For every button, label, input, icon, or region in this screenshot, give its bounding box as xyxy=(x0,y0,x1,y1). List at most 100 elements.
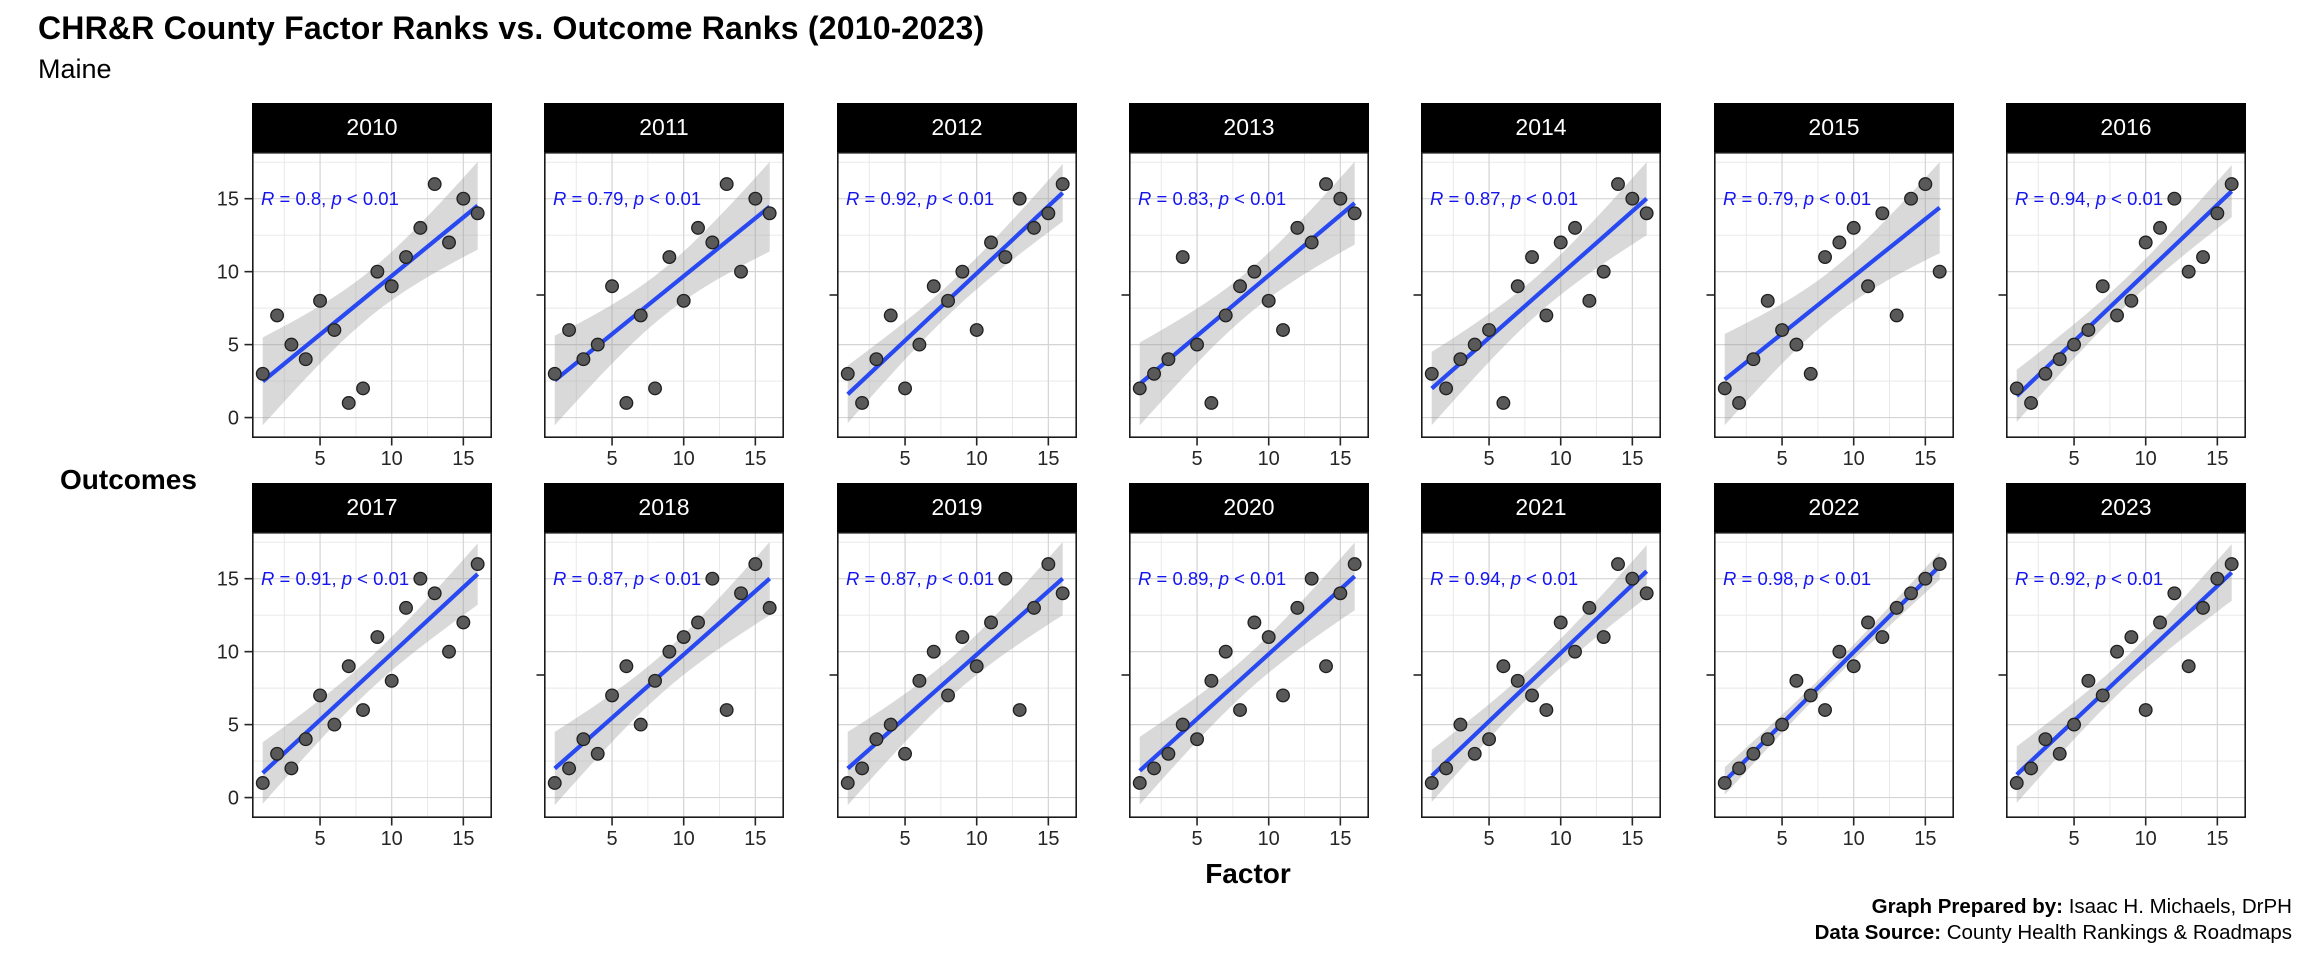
grid-lines xyxy=(1421,152,1661,438)
facet-plot: R = 0.87, p < 0.01 5 10 15 xyxy=(829,532,1077,850)
grid-lines xyxy=(1421,532,1661,818)
svg-text:15: 15 xyxy=(452,828,474,850)
grid-lines xyxy=(1129,152,1369,438)
regression-line xyxy=(1430,197,1649,391)
regression-line xyxy=(1138,574,1357,773)
regression-line xyxy=(1138,201,1357,386)
svg-text:10: 10 xyxy=(381,448,403,470)
svg-text:5: 5 xyxy=(899,828,910,850)
grid-lines xyxy=(2006,152,2246,438)
svg-text:10: 10 xyxy=(217,642,239,664)
panel-border xyxy=(837,532,1077,818)
panel-border xyxy=(1421,532,1661,818)
data-points xyxy=(547,557,777,790)
data-points xyxy=(840,177,1070,410)
svg-text:10: 10 xyxy=(673,828,695,850)
svg-text:15: 15 xyxy=(1037,448,1059,470)
svg-text:5: 5 xyxy=(228,715,239,737)
svg-text:15: 15 xyxy=(744,448,766,470)
x-tick-labels: 5 10 15 xyxy=(2068,818,2228,850)
facet-panel-2015: 2015 R = 0.79, p < 0.01 5 10 15 xyxy=(1706,103,1954,474)
facet-panel-2021: 2021 R = 0.94, p < 0.01 5 10 15 xyxy=(1413,483,1661,854)
svg-text:10: 10 xyxy=(1550,828,1572,850)
x-tick-labels: 5 10 15 xyxy=(899,438,1059,470)
facet-year-label: 2016 xyxy=(2100,114,2152,140)
grid-lines xyxy=(1129,532,1369,818)
x-tick-labels: 5 10 15 xyxy=(2068,438,2228,470)
correlation-annotation: R = 0.89, p < 0.01 xyxy=(1138,568,1286,589)
data-points xyxy=(1424,557,1654,790)
facet-plot: R = 0.83, p < 0.01 5 10 15 xyxy=(1121,152,1369,470)
svg-text:15: 15 xyxy=(217,569,239,591)
x-tick-labels: 5 10 15 xyxy=(1483,438,1643,470)
correlation-annotation: R = 0.79, p < 0.01 xyxy=(553,188,701,209)
facet-panel-2014: 2014 R = 0.87, p < 0.01 5 10 15 xyxy=(1413,103,1661,474)
facet-plot: R = 0.87, p < 0.01 5 10 15 xyxy=(1413,152,1661,470)
x-tick-labels: 5 10 15 xyxy=(1191,818,1351,850)
svg-text:5: 5 xyxy=(1191,828,1202,850)
facet-year-label: 2010 xyxy=(346,114,398,140)
facet-plot: R = 0.92, p < 0.01 5 10 15 xyxy=(1998,532,2246,850)
correlation-annotation: R = 0.79, p < 0.01 xyxy=(1723,188,1871,209)
panel-border xyxy=(252,532,492,818)
facet-strip: 2011 xyxy=(544,103,784,152)
y-tick-labels: 0 5 10 15 xyxy=(217,569,252,810)
facet-strip: 2015 xyxy=(1714,103,1954,152)
facet-year-label: 2020 xyxy=(1223,494,1275,520)
svg-text:10: 10 xyxy=(1258,448,1280,470)
data-points xyxy=(1717,177,1947,410)
x-tick-labels: 5 10 15 xyxy=(606,438,766,470)
data-points xyxy=(2009,177,2239,410)
facet-year-label: 2013 xyxy=(1223,114,1275,140)
facet-panel-2022: 2022 R = 0.98, p < 0.01 5 10 15 xyxy=(1706,483,1954,854)
footer-prepared-by: Graph Prepared by: Isaac H. Michaels, Dr… xyxy=(1871,895,2292,918)
page-title: CHR&R County Factor Ranks vs. Outcome Ra… xyxy=(38,10,985,46)
svg-text:5: 5 xyxy=(1776,828,1787,850)
data-points xyxy=(1132,177,1362,410)
facet-strip: 2022 xyxy=(1714,483,1954,532)
panel-border xyxy=(544,532,784,818)
facet-panel-2019: 2019 R = 0.87, p < 0.01 5 10 15 xyxy=(829,483,1077,854)
facet-panel-2016: 2016 R = 0.94, p < 0.01 5 10 15 xyxy=(1998,103,2246,474)
facet-panel-2018: 2018 R = 0.87, p < 0.01 5 10 15 xyxy=(536,483,784,854)
facet-strip: 2016 xyxy=(2006,103,2246,152)
svg-text:5: 5 xyxy=(1483,828,1494,850)
x-tick-labels: 5 10 15 xyxy=(314,818,474,850)
facet-year-label: 2018 xyxy=(638,494,690,520)
x-tick-labels: 5 10 15 xyxy=(1483,818,1643,850)
svg-text:0: 0 xyxy=(228,788,239,810)
facet-year-label: 2023 xyxy=(2100,494,2152,520)
x-tick-labels: 5 10 15 xyxy=(1776,818,1936,850)
regression-line xyxy=(1723,564,1942,783)
regression-line xyxy=(846,191,1065,396)
facet-strip: 2013 xyxy=(1129,103,1369,152)
regression-line xyxy=(2015,570,2234,777)
correlation-annotation: R = 0.83, p < 0.01 xyxy=(1138,188,1286,209)
svg-text:10: 10 xyxy=(2135,448,2157,470)
svg-text:10: 10 xyxy=(217,262,239,284)
svg-text:15: 15 xyxy=(744,828,766,850)
correlation-annotation: R = 0.94, p < 0.01 xyxy=(2015,188,2163,209)
regression-line xyxy=(261,204,480,384)
x-tick-labels: 5 10 15 xyxy=(606,818,766,850)
facet-plot: R = 0.79, p < 0.01 5 10 15 xyxy=(536,152,784,470)
facet-plot: R = 0.87, p < 0.01 5 10 15 xyxy=(536,532,784,850)
svg-text:5: 5 xyxy=(2068,448,2079,470)
grid-lines xyxy=(544,152,784,438)
facet-plot: R = 0.8, p < 0.01 5 10 15 0 5 10 15 xyxy=(217,152,492,470)
regression-line xyxy=(1430,569,1649,778)
svg-text:5: 5 xyxy=(606,448,617,470)
panel-border xyxy=(2006,532,2246,818)
svg-text:15: 15 xyxy=(2206,448,2228,470)
x-tick-labels: 5 10 15 xyxy=(1191,438,1351,470)
facet-plot: R = 0.94, p < 0.01 5 10 15 xyxy=(1998,152,2246,470)
facet-strip: 2019 xyxy=(837,483,1077,532)
facet-strip: 2018 xyxy=(544,483,784,532)
svg-text:5: 5 xyxy=(1483,448,1494,470)
data-points xyxy=(1717,557,1947,790)
facet-strip: 2023 xyxy=(2006,483,2246,532)
regression-line xyxy=(1723,205,1941,382)
facet-plot: R = 0.98, p < 0.01 5 10 15 xyxy=(1706,532,1954,850)
facet-strip: 2017 xyxy=(252,483,492,532)
